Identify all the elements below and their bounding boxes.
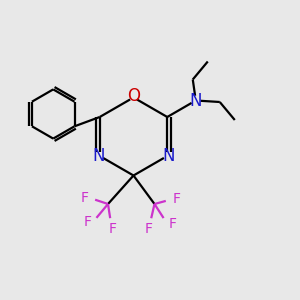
Text: F: F xyxy=(172,193,180,206)
Text: N: N xyxy=(92,147,104,165)
Text: N: N xyxy=(163,147,175,165)
Text: O: O xyxy=(127,87,140,105)
Text: F: F xyxy=(81,191,88,205)
Text: N: N xyxy=(190,92,202,110)
Text: F: F xyxy=(145,222,152,236)
Text: F: F xyxy=(84,215,92,229)
Text: F: F xyxy=(169,217,176,231)
Text: F: F xyxy=(109,222,116,236)
